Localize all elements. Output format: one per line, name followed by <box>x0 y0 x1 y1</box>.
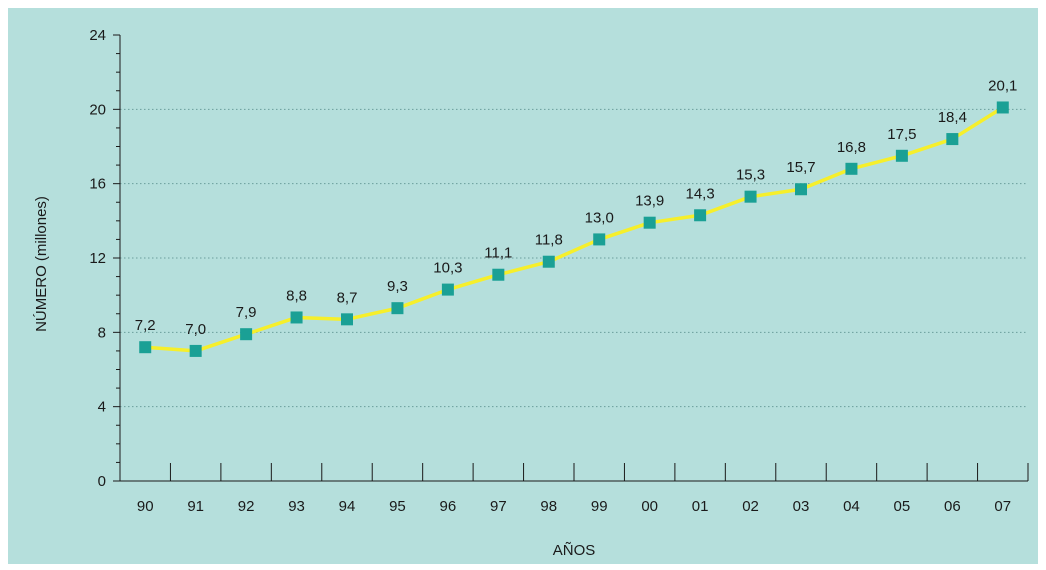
data-point <box>189 344 202 357</box>
data-label: 8,8 <box>286 287 307 304</box>
data-point <box>845 162 858 175</box>
x-tick-label: 04 <box>843 498 860 515</box>
series-line <box>145 105 1004 353</box>
y-tick-label: 20 <box>89 101 106 118</box>
x-tick-label: 95 <box>389 498 406 515</box>
data-point <box>240 328 253 341</box>
data-series <box>139 101 1009 357</box>
data-label: 7,2 <box>135 317 156 334</box>
data-point <box>694 209 707 222</box>
data-label: 13,0 <box>585 209 614 226</box>
x-tick-label: 01 <box>692 498 709 515</box>
y-tick-label: 12 <box>89 250 106 267</box>
data-point <box>593 233 606 246</box>
x-tick-label: 96 <box>440 498 457 515</box>
x-axis-title: AÑOS <box>553 542 596 559</box>
y-axis-title: NÚMERO (millones) <box>33 196 50 332</box>
x-tick-label: 98 <box>540 498 557 515</box>
data-label: 18,4 <box>938 109 967 126</box>
data-label: 7,9 <box>236 304 257 321</box>
y-tick-label: 0 <box>98 473 106 490</box>
data-label: 9,3 <box>387 278 408 295</box>
data-label: 20,1 <box>988 77 1017 94</box>
x-tick-label: 99 <box>591 498 608 515</box>
chart-background <box>8 8 1038 564</box>
data-point <box>946 133 959 146</box>
x-tick-label: 02 <box>742 498 759 515</box>
data-point <box>492 268 505 281</box>
y-tick-label: 16 <box>89 176 106 193</box>
data-point <box>744 190 757 203</box>
data-point <box>441 283 454 296</box>
data-label: 13,9 <box>635 193 664 210</box>
data-point <box>643 216 656 229</box>
data-point <box>290 311 303 324</box>
data-point <box>895 149 908 162</box>
data-label: 8,7 <box>337 289 358 306</box>
data-point <box>542 255 555 268</box>
data-point <box>341 313 353 326</box>
data-label: 17,5 <box>887 126 916 143</box>
x-tick-label: 05 <box>894 498 911 515</box>
y-tick-label: 8 <box>98 324 106 341</box>
x-tick-label: 90 <box>137 498 154 515</box>
x-tick-label: 07 <box>994 498 1011 515</box>
data-point <box>391 302 404 315</box>
x-tick-label: 91 <box>187 498 204 515</box>
data-point <box>795 183 807 196</box>
data-label: 10,3 <box>433 260 462 277</box>
data-label: 14,3 <box>686 185 715 202</box>
data-label: 15,7 <box>786 159 815 176</box>
y-tick-label: 4 <box>98 399 106 416</box>
gridlines <box>120 108 1028 408</box>
x-tick-label: 03 <box>793 498 810 515</box>
x-tick-label: 92 <box>238 498 255 515</box>
x-tick-label: 97 <box>490 498 507 515</box>
data-label: 11,1 <box>484 245 512 262</box>
data-point <box>996 101 1009 114</box>
data-label: 16,8 <box>837 139 866 156</box>
data-labels: 7,2 7,0 7,9 8,8 8,7 9,3 10,3 11,1 11,8 13,0 13,9 14… <box>135 77 1018 337</box>
data-label: 11,8 <box>535 232 563 249</box>
data-point <box>139 341 152 354</box>
x-tick-label: 93 <box>288 498 305 515</box>
x-tick-label: 06 <box>944 498 961 515</box>
y-tick-label: 24 <box>89 27 106 44</box>
x-tick-label: 00 <box>641 498 658 515</box>
x-tick-label: 94 <box>339 498 356 515</box>
data-label: 7,0 <box>185 321 206 338</box>
data-label: 15,3 <box>736 167 765 184</box>
